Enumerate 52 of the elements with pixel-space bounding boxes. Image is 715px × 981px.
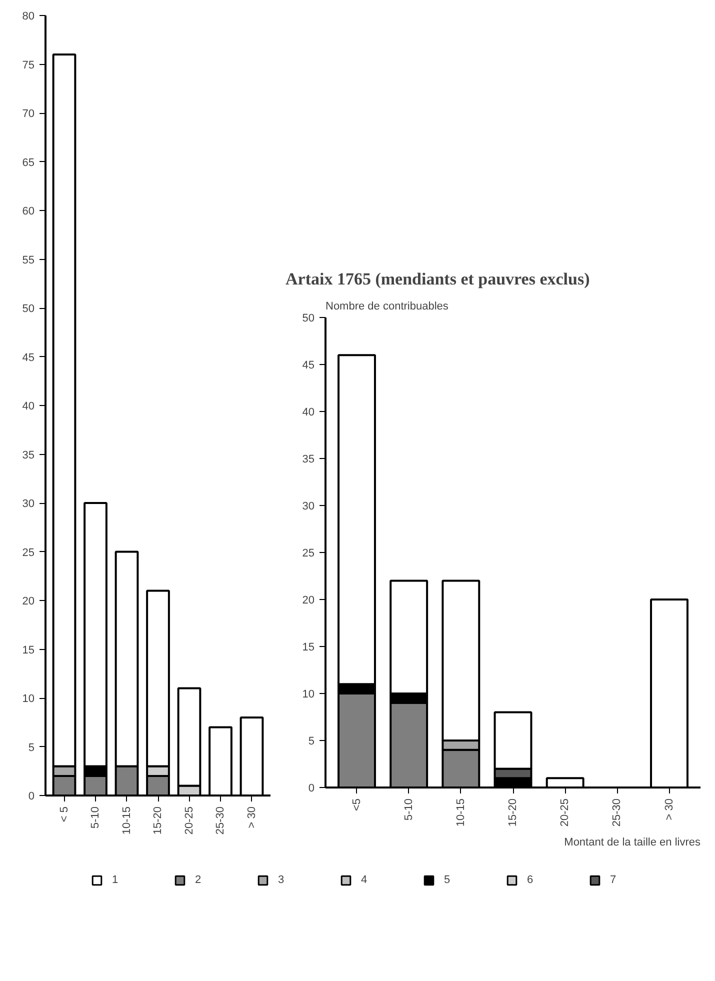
y-tick-label: 25 — [22, 546, 35, 559]
y-tick-label: 20 — [302, 594, 315, 606]
x-tick-label: < 5 — [58, 806, 70, 822]
y-tick-label: 75 — [22, 59, 35, 72]
y-tick-label: 0 — [308, 782, 315, 794]
y-tick-label: 20 — [22, 596, 35, 608]
x-tick-label: 25-30 — [611, 798, 624, 827]
y-tick-label: 50 — [22, 303, 35, 315]
y-tick-label: 45 — [22, 352, 35, 364]
x-tick-label: 25-30 — [214, 806, 226, 835]
legend-label: 2 — [195, 874, 202, 886]
x-tick-label: > 30 — [246, 806, 258, 828]
x-tick-label: 15-20 — [152, 806, 164, 835]
y-tick-label: 60 — [22, 206, 35, 218]
y-tick-label: 5 — [28, 742, 35, 754]
legend-label: 7 — [610, 874, 618, 886]
x-tick-label: 20-25 — [183, 806, 196, 835]
chart-title: Artaix 1765 (mendiants et pauvres exclus) — [286, 270, 590, 288]
y-tick-label: 0 — [28, 790, 35, 802]
x-tick-label: <5 — [350, 798, 363, 812]
y-tick-label: 5 — [308, 736, 315, 748]
legend-label: 3 — [278, 874, 286, 886]
legend-label: 5 — [444, 874, 452, 886]
y-tick-label: 40 — [22, 400, 35, 412]
y-tick-label: 35 — [302, 454, 315, 466]
y-tick-label: 35 — [22, 449, 35, 462]
y-tick-label: 25 — [302, 548, 315, 560]
legend-label: 4 — [361, 874, 368, 886]
x-tick-label: 5-10 — [402, 798, 415, 821]
y-tick-label: 30 — [22, 498, 35, 510]
x-tick-label: 10-15 — [454, 798, 467, 827]
y-axis-title: Nombre de contribuables — [326, 300, 449, 312]
y-tick-label: 65 — [22, 156, 35, 169]
y-tick-label: 10 — [22, 693, 35, 705]
x-tick-label: > 30 — [663, 798, 676, 820]
x-tick-label: 5-10 — [90, 806, 102, 829]
y-tick-label: 55 — [22, 254, 35, 266]
y-tick-label: 10 — [302, 688, 315, 700]
y-tick-label: 15 — [22, 644, 35, 656]
legend-label: 1 — [112, 874, 120, 886]
y-tick-label: 50 — [302, 312, 315, 324]
x-tick-label: 20-25 — [559, 798, 572, 827]
y-tick-label: 70 — [22, 108, 35, 120]
y-tick-label: 30 — [302, 500, 315, 512]
y-tick-label: 80 — [22, 10, 35, 22]
y-tick-label: 45 — [302, 360, 315, 372]
x-tick-label: 15-20 — [507, 798, 519, 827]
y-tick-label: 15 — [302, 642, 315, 654]
x-tick-label: 10-15 — [120, 806, 133, 835]
y-tick-label: 40 — [302, 406, 315, 418]
legend-label: 6 — [527, 874, 534, 886]
x-axis-title: Montant de la taille en livres — [564, 836, 701, 848]
